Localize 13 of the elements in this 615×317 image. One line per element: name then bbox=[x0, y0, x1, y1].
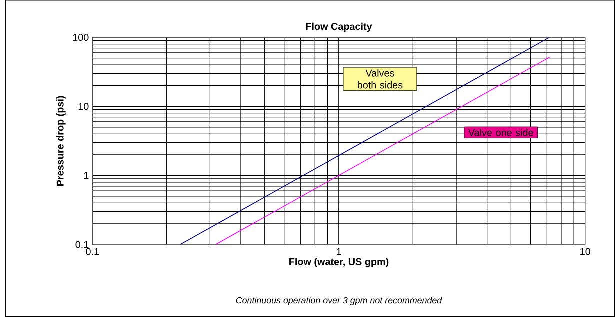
y-tick-label: 100 bbox=[73, 34, 89, 42]
y-tick-label: 0.1 bbox=[76, 241, 89, 248]
x-tick-label: 10 bbox=[580, 248, 590, 256]
y-tick-label: 10 bbox=[78, 103, 89, 110]
x-tick-label: 0.1 bbox=[86, 248, 100, 256]
y-axis-title: Pressure drop (psi) bbox=[56, 96, 66, 186]
text: Valve one side bbox=[468, 129, 534, 136]
x-tick-label: 1 bbox=[337, 248, 342, 256]
x-axis-title: Flow (water, US gpm) bbox=[290, 258, 389, 268]
text: Valves both sides bbox=[358, 70, 403, 89]
y-tick-label: 1 bbox=[84, 172, 89, 180]
text: Continuous operation over 3 gpm not recommended bbox=[236, 297, 442, 306]
chart-title: Flow Capacity bbox=[306, 22, 372, 32]
